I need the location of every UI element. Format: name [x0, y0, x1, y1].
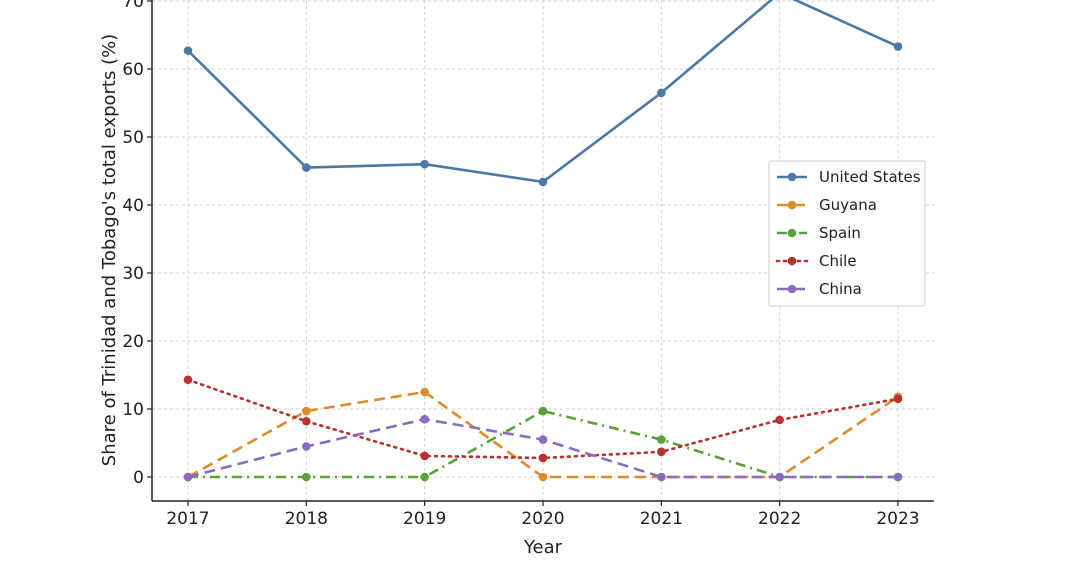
data-point-united-states — [893, 42, 903, 51]
y-axis-label: Share of Trinidad and Tobago's total exp… — [99, 34, 120, 466]
x-ticks: 2017 2018 2019 2020 2021 2022 2023 — [166, 501, 920, 529]
data-point-spain — [657, 435, 666, 444]
legend-item-spain: Spain — [777, 224, 861, 242]
legend-label: Chile — [819, 252, 857, 270]
data-point-china — [657, 472, 666, 482]
legend-swatch-marker — [787, 284, 797, 294]
data-point-chile — [538, 453, 548, 463]
data-point-united-states — [302, 163, 311, 172]
legend-label: Spain — [819, 224, 861, 242]
data-point-spain — [302, 472, 311, 482]
x-tick-label: 2018 — [285, 509, 328, 529]
y-ticks: 0 10 20 30 40 50 60 70 — [122, 0, 152, 488]
x-tick-label: 2020 — [521, 509, 564, 529]
y-tick-label: 30 — [122, 264, 144, 284]
x-tick-label: 2021 — [640, 509, 683, 529]
y-tick-label: 10 — [122, 400, 144, 420]
legend: United States Guyana Spain Chile China — [768, 160, 926, 307]
legend-label: United States — [819, 168, 921, 186]
data-point-spain — [538, 406, 548, 416]
x-tick-label: 2023 — [876, 509, 919, 529]
legend-box — [768, 160, 926, 307]
data-point-guyana — [538, 472, 548, 482]
data-point-chile — [302, 416, 311, 426]
data-point-guyana — [302, 406, 311, 416]
x-axis-label: Year — [523, 537, 563, 558]
y-tick-label: 20 — [122, 332, 144, 352]
data-point-guyana — [420, 387, 429, 397]
y-tick-label: 70 — [122, 0, 144, 12]
y-tick-label: 50 — [122, 128, 144, 148]
data-point-china — [183, 472, 193, 482]
legend-swatch-marker — [787, 256, 797, 266]
data-point-spain — [420, 472, 429, 482]
data-point-chile — [420, 451, 429, 461]
data-point-united-states — [538, 177, 548, 187]
legend-item-chile: Chile — [775, 252, 857, 270]
legend-label: China — [819, 280, 862, 298]
y-tick-label: 0 — [133, 468, 144, 488]
data-point-united-states — [420, 159, 429, 169]
data-point-united-states — [183, 46, 193, 55]
legend-swatch-marker — [787, 200, 797, 210]
data-point-chile — [657, 447, 666, 457]
x-tick-label: 2017 — [166, 509, 209, 529]
x-tick-label: 2022 — [758, 509, 801, 529]
legend-item-china: China — [777, 280, 862, 298]
legend-swatch-marker — [787, 228, 797, 238]
data-point-china — [893, 472, 903, 482]
series-china — [183, 414, 903, 482]
series-united-states — [183, 0, 903, 187]
legend-swatch-marker — [787, 172, 797, 182]
y-tick-label: 60 — [122, 60, 144, 80]
x-tick-label: 2019 — [403, 509, 446, 529]
data-point-china — [420, 414, 429, 424]
series-chile — [183, 375, 903, 463]
y-tick-label: 40 — [122, 196, 144, 216]
data-point-china — [302, 442, 311, 451]
legend-label: Guyana — [819, 196, 877, 214]
data-point-china — [775, 472, 784, 482]
data-point-chile — [893, 394, 903, 404]
legend-item-guyana: Guyana — [777, 196, 877, 214]
data-point-united-states — [657, 88, 666, 98]
series — [183, 0, 903, 482]
data-point-china — [538, 435, 548, 444]
legend-item-united-states: United States — [777, 168, 921, 186]
data-point-chile — [775, 415, 784, 425]
data-point-chile — [183, 375, 193, 385]
